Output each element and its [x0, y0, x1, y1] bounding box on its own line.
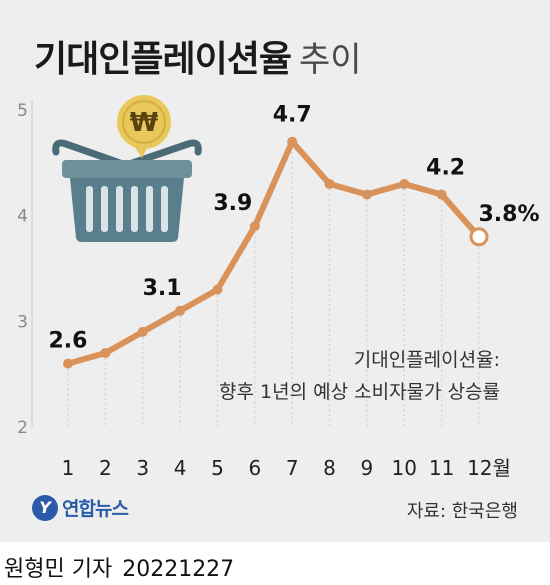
x-tick-label: 9	[361, 456, 374, 480]
chart-card: 기대인플레이션율 추이 ₩ 2 3 4 5 1 2 3 4 5 6 7 8 9 10 11 12월	[0, 0, 550, 542]
data-point	[212, 284, 223, 295]
x-tick-label: 3	[136, 456, 149, 480]
y-tick-label: 5	[17, 101, 28, 121]
chart-title: 기대인플레이션율 추이	[34, 30, 362, 82]
byline: 원형민 기자 20221227	[4, 551, 234, 583]
byline-date: 20221227	[122, 557, 235, 582]
x-tick-label: 2	[99, 456, 112, 480]
note-line-2: 향후 1년의 예상 소비자물가 상승률	[219, 381, 500, 403]
byline-author: 원형민 기자	[4, 557, 113, 582]
yonhap-logo-mark-icon: Y	[32, 494, 58, 521]
data-label: 3.8%	[478, 202, 539, 227]
x-tick-label: 1	[62, 456, 75, 480]
data-label: 4.2	[426, 156, 465, 181]
data-point-latest	[469, 227, 489, 247]
data-point	[249, 221, 260, 232]
x-tick-label: 6	[248, 456, 261, 480]
data-label: 2.6	[49, 329, 88, 354]
data-point	[175, 305, 186, 316]
x-tick-label: 5	[211, 456, 224, 480]
y-tick-label: 4	[17, 207, 28, 227]
series-line	[65, 138, 482, 367]
title-main: 기대인플레이션율	[34, 39, 292, 80]
yonhap-logo-text: 연합뉴스	[62, 498, 129, 520]
y-tick-label: 2	[17, 418, 28, 438]
y-tick-label: 3	[17, 312, 28, 332]
x-tick-label: 11	[429, 456, 454, 480]
data-label: 4.7	[273, 103, 312, 128]
svg-text:₩: ₩	[130, 108, 159, 138]
x-tick-label: 10	[392, 456, 417, 480]
data-point	[399, 178, 410, 189]
chart-note: 기대인플레이션율: 향후 1년의 예상 소비자물가 상승률	[219, 344, 500, 408]
data-point	[287, 136, 298, 147]
data-point	[100, 348, 111, 359]
x-tick-label: 8	[323, 456, 336, 480]
data-label: 3.1	[143, 276, 182, 301]
data-label: 3.9	[213, 191, 252, 216]
x-tick-label: 7	[286, 456, 299, 480]
note-line-1: 기대인플레이션율:	[353, 349, 500, 371]
data-point	[436, 189, 447, 200]
won-coin-icon	[117, 95, 171, 149]
yonhap-logo: Y 연합뉴스	[32, 494, 129, 521]
data-point	[137, 326, 148, 337]
shopping-basket-icon: ₩	[52, 95, 202, 242]
source-label: 자료: 한국은행	[406, 501, 518, 522]
data-point	[324, 178, 335, 189]
x-tick-label: 4	[174, 456, 187, 480]
data-point	[63, 358, 73, 369]
data-point	[361, 189, 372, 200]
title-sub: 추이	[298, 40, 362, 80]
x-tick-label: 12월	[467, 456, 511, 480]
